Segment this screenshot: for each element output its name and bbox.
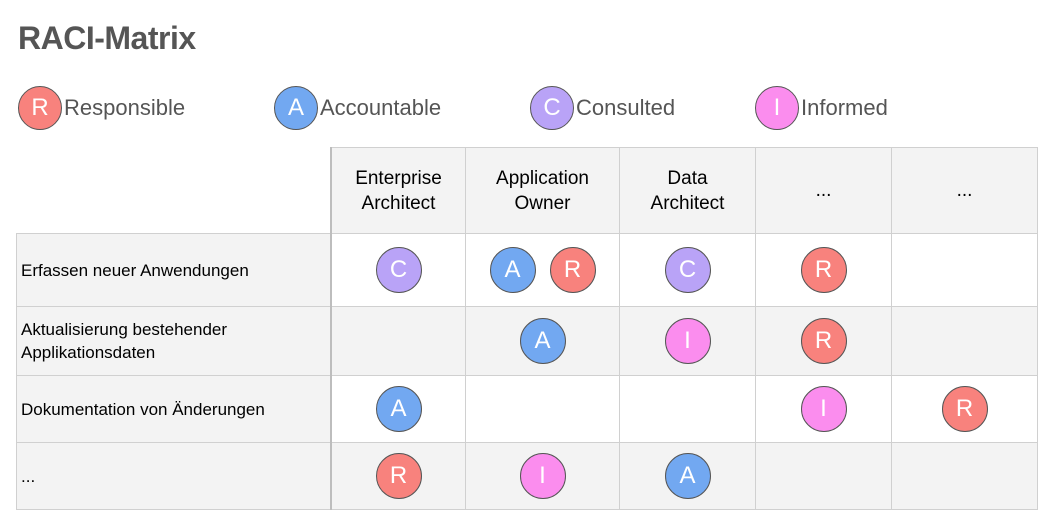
raci-badge-c: C xyxy=(375,247,422,293)
matrix-cell xyxy=(891,306,1038,376)
legend-item-accountable: A Accountable xyxy=(274,84,441,132)
column-header-label: Data Architect xyxy=(650,167,725,214)
accountable-badge: A xyxy=(274,86,318,130)
raci-badge-a: A xyxy=(489,247,536,293)
column-divider xyxy=(330,147,332,510)
raci-badge-i: I xyxy=(664,318,711,364)
column-header: ... xyxy=(755,147,892,234)
matrix-cell: R xyxy=(331,442,466,510)
matrix-cell: I xyxy=(755,375,892,443)
column-header-label: Enterprise Architect xyxy=(355,167,442,214)
matrix-cell: A xyxy=(465,306,620,376)
matrix-cell: R xyxy=(755,233,892,307)
column-header-label: ... xyxy=(815,180,832,201)
column-header: Data Architect xyxy=(619,147,756,234)
legend-item-responsible: R Responsible xyxy=(18,84,185,132)
raci-badge-r: R xyxy=(800,247,847,293)
consulted-badge: C xyxy=(530,86,574,130)
informed-badge: I xyxy=(755,86,799,130)
row-label: Dokumentation von Änderungen xyxy=(16,375,332,443)
matrix-cell xyxy=(619,375,756,443)
column-header-label: Application Owner xyxy=(496,167,589,214)
matrix-cell: A xyxy=(619,442,756,510)
matrix-cell: I xyxy=(619,306,756,376)
matrix-cell xyxy=(891,233,1038,307)
task-label: Erfassen neuer Anwendungen xyxy=(21,260,249,280)
column-header: Application Owner xyxy=(465,147,620,234)
matrix-cell xyxy=(755,442,892,510)
raci-badge-a: A xyxy=(375,386,422,432)
matrix-cell: R xyxy=(755,306,892,376)
legend-label: Responsible xyxy=(64,95,186,120)
raci-badge-r: R xyxy=(549,247,596,293)
raci-badge-r: R xyxy=(375,453,422,499)
raci-badge-i: I xyxy=(519,453,566,499)
responsible-badge: R xyxy=(18,86,62,130)
task-label: Aktualisierung bestehender Applikationsd… xyxy=(21,320,228,362)
task-label: ... xyxy=(21,466,36,486)
matrix-cell: C xyxy=(619,233,756,307)
column-header-label: ... xyxy=(956,180,973,201)
raci-badge-c: C xyxy=(664,247,711,293)
raci-badge-r: R xyxy=(941,386,988,432)
raci-badge-a: A xyxy=(519,318,566,364)
raci-badge-a: A xyxy=(664,453,711,499)
matrix-cell: R xyxy=(891,375,1038,443)
raci-badge-r: R xyxy=(800,318,847,364)
matrix-cell xyxy=(331,306,466,376)
column-header: Enterprise Architect xyxy=(331,147,466,234)
legend-label: Accountable xyxy=(320,95,442,120)
legend-item-consulted: C Consulted xyxy=(530,84,675,132)
row-label: Erfassen neuer Anwendungen xyxy=(16,233,332,307)
legend-item-informed: I Informed xyxy=(755,84,888,132)
column-header: ... xyxy=(891,147,1038,234)
row-label: Aktualisierung bestehender Applikationsd… xyxy=(16,306,332,376)
legend-label: Consulted xyxy=(576,95,676,120)
legend: R Responsible A Accountable C Consulted … xyxy=(0,84,1045,132)
page-title: RACI-Matrix xyxy=(18,20,196,56)
raci-badge-i: I xyxy=(800,386,847,432)
matrix-cell: A xyxy=(331,375,466,443)
matrix-cell xyxy=(465,375,620,443)
matrix-cell: C xyxy=(331,233,466,307)
row-label: ... xyxy=(16,442,332,510)
task-label: Dokumentation von Änderungen xyxy=(21,399,265,419)
matrix-cell xyxy=(891,442,1038,510)
matrix-cell: I xyxy=(465,442,620,510)
legend-label: Informed xyxy=(801,95,888,120)
